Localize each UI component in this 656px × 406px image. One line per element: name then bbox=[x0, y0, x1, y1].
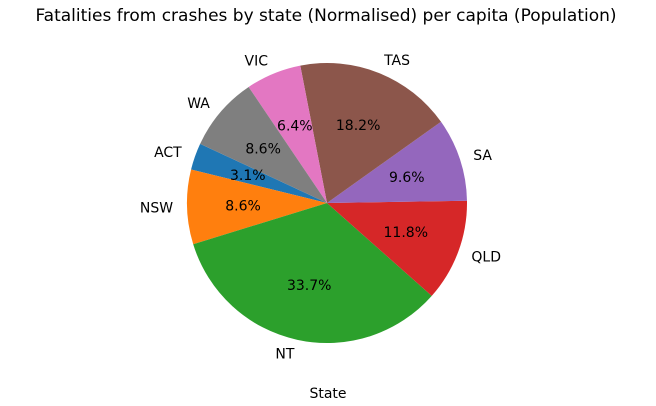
pie-slice-vic bbox=[248, 65, 327, 203]
pie-percent-vic: 6.4% bbox=[277, 118, 313, 134]
pie-percent-tas: 18.2% bbox=[336, 118, 380, 134]
pie-label-qld: QLD bbox=[471, 249, 501, 265]
pie-slice-nsw bbox=[187, 169, 327, 245]
pie-slice-wa bbox=[200, 86, 327, 203]
pie-percent-sa: 9.6% bbox=[389, 170, 425, 186]
pie-labels: 3.1% ACT 8.6% NSW 33.7% NT 11.8% QLD 9.6% SA 18.2%… bbox=[140, 53, 501, 363]
chart-title: Fatalities from crashes by state (Normal… bbox=[35, 6, 616, 26]
pie-label-nt: NT bbox=[275, 347, 294, 363]
pie-slice-tas bbox=[300, 63, 442, 204]
pie-label-wa: WA bbox=[187, 96, 210, 112]
pie-percent-wa: 8.6% bbox=[245, 141, 281, 157]
pie-percent-nt: 33.7% bbox=[287, 278, 331, 294]
pie-slice-sa bbox=[327, 121, 467, 203]
pie-label-tas: TAS bbox=[383, 53, 410, 69]
pie-slice-act bbox=[191, 143, 327, 203]
pie-label-act: ACT bbox=[154, 145, 182, 161]
pie-percent-qld: 11.8% bbox=[384, 225, 428, 241]
pie-slice-nt bbox=[193, 203, 432, 343]
pie-slices bbox=[187, 63, 468, 343]
pie-slice-qld bbox=[327, 200, 468, 296]
pie-label-sa: SA bbox=[473, 148, 492, 164]
x-axis-label: State bbox=[309, 386, 346, 402]
pie-percent-nsw: 8.6% bbox=[225, 198, 261, 214]
pie-label-nsw: NSW bbox=[140, 200, 173, 216]
pie-percent-act: 3.1% bbox=[230, 168, 266, 184]
pie-label-vic: VIC bbox=[245, 54, 269, 70]
